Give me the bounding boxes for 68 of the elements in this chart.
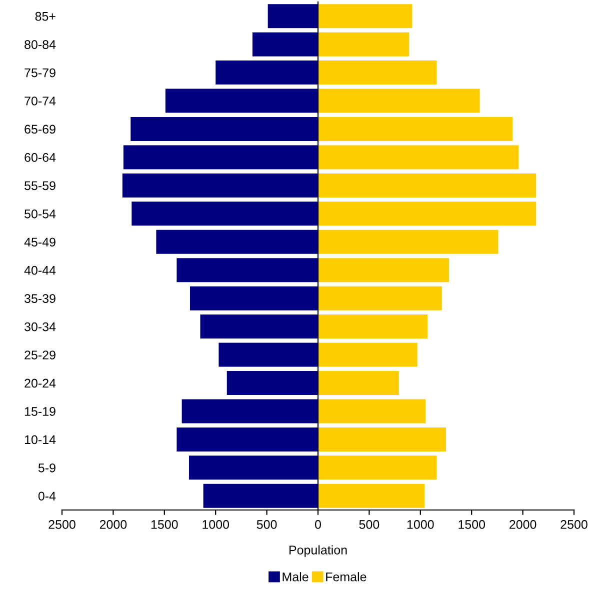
y-tick-label: 80-84: [24, 40, 56, 49]
bar: [156, 230, 318, 254]
bar: [203, 484, 318, 508]
y-tick-label: 70-74: [24, 96, 56, 106]
bar: [176, 427, 318, 452]
y-tick-label: 20-24: [24, 378, 56, 388]
y-tick-label: 40-44: [24, 266, 56, 275]
bar: [318, 145, 519, 170]
y-tick-label: 35-39: [24, 294, 56, 303]
bar: [318, 286, 442, 310]
bar: [123, 145, 318, 170]
legend-label: Male: [282, 572, 308, 582]
x-tick-label: 500: [359, 520, 380, 529]
y-tick-label: 85+: [35, 12, 56, 21]
y-tick-label: 75-79: [24, 68, 56, 78]
bar: [218, 342, 318, 367]
x-tick-label: 1000: [407, 520, 434, 529]
y-tick-label: 60-64: [24, 153, 56, 162]
bar: [176, 258, 318, 282]
y-tick-label: 15-19: [24, 407, 56, 416]
bar: [182, 399, 318, 424]
bar: [318, 427, 446, 452]
bar: [268, 4, 318, 28]
bar: [318, 456, 437, 480]
x-tick-label: 1000: [202, 520, 230, 529]
y-tick-label: 10-14: [24, 435, 56, 444]
x-tick-label: 1500: [151, 520, 178, 529]
bar: [252, 32, 318, 56]
bar: [318, 202, 536, 226]
bar: [318, 173, 536, 198]
bar: [122, 173, 318, 198]
bar: [318, 32, 410, 56]
x-tick-label: 2500: [560, 520, 588, 529]
bar: [318, 314, 428, 339]
bar: [318, 4, 412, 28]
bar: [318, 117, 513, 141]
x-axis-title: Population: [289, 545, 347, 557]
bar: [318, 371, 399, 395]
y-tick-label: 55-59: [24, 181, 56, 190]
y-tick-label: 65-69: [24, 124, 56, 134]
bar: [190, 286, 318, 310]
x-tick-label: 0: [315, 520, 321, 529]
bar: [318, 88, 480, 113]
y-tick-label: 0-4: [38, 492, 56, 501]
bar: [130, 117, 318, 141]
y-tick-label: 30-34: [24, 322, 56, 332]
x-tick-label: 2000: [100, 520, 127, 529]
y-tick-label: 45-49: [24, 238, 56, 247]
bar: [226, 371, 318, 395]
legend-label: Female: [326, 572, 366, 582]
x-tick-label: 1500: [458, 520, 486, 529]
bar: [318, 399, 426, 424]
bar: [188, 456, 318, 480]
bar: [318, 342, 418, 367]
x-tick-label: 2500: [48, 520, 76, 529]
x-tick-label: 500: [256, 520, 277, 529]
x-tick-label: 2000: [510, 520, 536, 529]
bar: [216, 60, 318, 85]
bar: [132, 202, 318, 226]
y-tick-label: 5-9: [38, 463, 56, 472]
y-tick-label: 50-54: [24, 209, 56, 218]
y-tick-label: 25-29: [24, 350, 56, 360]
bar: [318, 230, 498, 254]
bar: [165, 88, 318, 113]
bar: [318, 60, 437, 85]
bar: [318, 258, 450, 282]
bar: [318, 484, 424, 508]
bar: [200, 314, 318, 339]
